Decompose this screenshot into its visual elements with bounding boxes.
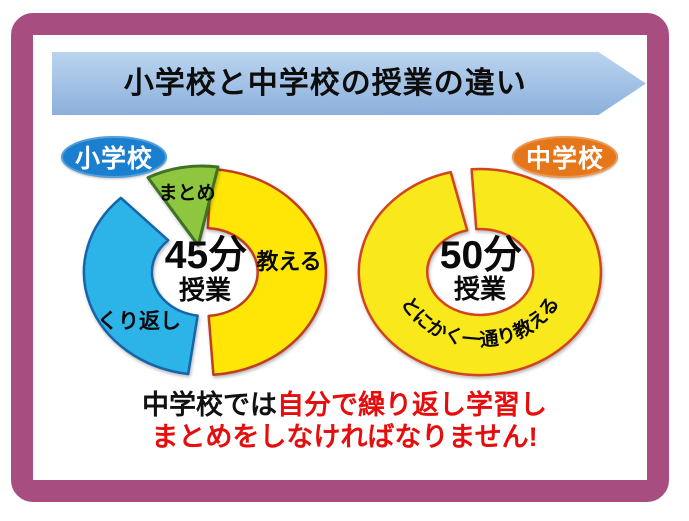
caption-line-1: 中学校では自分で繰り返し学習し [30, 389, 659, 421]
donut-segment [82, 196, 199, 376]
elementary-donut-chart [82, 164, 328, 376]
slide-border-frame [11, 13, 669, 502]
donut-segment [206, 167, 328, 376]
caption-line1-red: 自分で繰り返し学習し [277, 390, 547, 420]
caption: 中学校では自分で繰り返し学習し まとめをしなければなりません! [30, 389, 659, 453]
elementary-center-lesson: 授業 [178, 275, 232, 305]
caption-line-2: まとめをしなければなりません! [151, 422, 538, 452]
junior-high-donut-chart: とにかく一通り教える [357, 167, 603, 377]
donut-segment [357, 167, 603, 377]
slide-title: 小学校と中学校の授業の違い [123, 67, 527, 100]
segment-label-summary: まとめ [158, 183, 216, 204]
title-banner-arrow: 小学校と中学校の授業の違い [52, 52, 646, 115]
junior-high-center-minutes: 50分 [439, 234, 523, 277]
elementary-school-badge: 小学校 [61, 136, 167, 178]
donut-segment [146, 164, 220, 247]
segment-label-repeat: くり返し [97, 310, 181, 333]
segment-label-teach: 教える [256, 249, 322, 274]
junior-high-school-badge-label: 中学校 [525, 145, 604, 173]
junior-high-center-lesson: 授業 [453, 274, 507, 304]
elementary-school-badge-label: 小学校 [74, 145, 153, 173]
caption-line1-black: 中学校では [142, 390, 277, 420]
junior-high-school-badge: 中学校 [512, 136, 618, 178]
elementary-center-minutes: 45分 [164, 234, 248, 277]
